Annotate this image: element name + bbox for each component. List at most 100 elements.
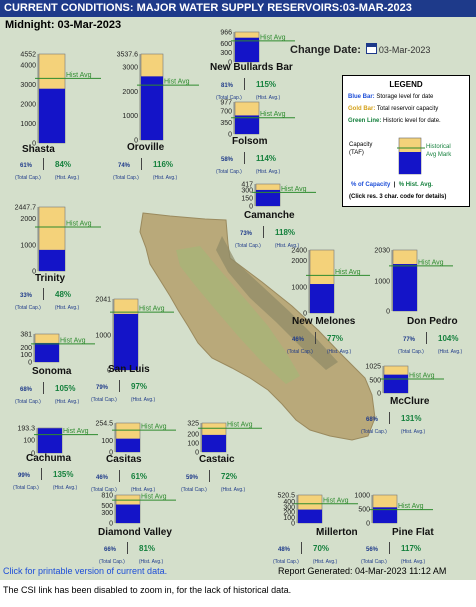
reservoir-don-pedro[interactable]: Hist Avg 2030 1000 0 [374,248,453,316]
hist-avg-label-mcclure: Hist Avg [409,372,435,379]
storage-bar-pine-flat [373,507,397,523]
reservoir-name-casitas[interactable]: Casitas [106,454,142,465]
reservoir-mcclure[interactable]: Hist Avg 1025 500 0 [365,364,444,398]
reservoir-name-trinity[interactable]: Trinity [35,273,66,284]
reservoir-name-new-bullards-bar[interactable]: New Bullards Bar [210,62,293,73]
reservoir-pine-flat[interactable]: Hist Avg 1000 500 0 [354,493,433,528]
storage-bar-diamond-valley [116,504,140,523]
hist-percent: 97% [131,382,148,391]
total-cap-caption: (Total Cap.) [216,169,242,175]
tick-label: 0 [195,450,199,457]
reservoir-shasta[interactable]: Hist Avg 4552 4000 3000 2000 1000 0 [20,52,101,148]
reservoir-name-sonoma[interactable]: Sonoma [32,366,72,377]
tick-label: 600 [220,41,232,48]
percent-row-don-pedro: 77% 104% [403,332,458,345]
storage-percent: 81% [221,83,234,89]
tick-label: 500 [358,507,370,514]
reservoir-name-castaic[interactable]: Castaic [199,454,235,465]
reservoir-castaic[interactable]: Hist Avg 325 200 100 0 [187,421,262,457]
printable-version-link[interactable]: Click for printable version of current d… [3,566,168,576]
reservoir-new-melones[interactable]: Hist Avg 2400 2000 1000 0 [291,248,370,318]
reservoir-casitas[interactable]: Hist Avg 254.5 100 0 [95,421,176,457]
hist-avg-label-shasta: Hist Avg [66,72,92,79]
reservoir-name-millerton[interactable]: Millerton [316,527,358,538]
hist-avg-caption: (Hist. Avg.) [52,485,78,491]
tick-label: 254.5 [95,421,113,428]
reservoir-san-luis[interactable]: Hist Avg 2041 1000 0 [95,297,174,375]
reservoir-folsom[interactable]: Hist Avg 977 700 350 0 [220,100,295,139]
total-cap-caption: (Total Cap.) [361,559,387,565]
central-valley [176,246,300,384]
change-date: Change Date: 03-Mar-2023 [290,43,430,56]
percent-captions-sonoma: (Total Cap.) (Hist. Avg.) [15,399,93,405]
total-cap-caption: (Total Cap.) [15,399,41,405]
calendar-icon[interactable] [365,43,377,54]
reservoir-name-folsom[interactable]: Folsom [232,136,268,147]
tick-label: 2000 [20,101,36,108]
percent-row-pine-flat: 56% 117% [366,542,421,555]
reservoir-name-diamond-valley[interactable]: Diamond Valley [98,527,172,538]
storage-percent: 46% [292,337,305,343]
reservoir-name-cachuma[interactable]: Cachuma [26,453,72,464]
tick-label: 300 [283,504,295,511]
storage-bar-camanche [256,189,280,206]
reservoir-name-new-melones[interactable]: New Melones [292,316,356,327]
legend-green-text: Historic level for date. [383,118,441,124]
hist-avg-caption: (Hist. Avg.) [152,175,178,181]
reservoir-new-bullards-bar[interactable]: Hist Avg 966 600 300 0 [220,30,295,67]
change-date-value[interactable]: 03-Mar-2023 [378,45,431,55]
hist-percent: 115% [256,80,277,89]
tick-label: 200 [20,345,32,352]
tick-label: 1000 [354,493,370,500]
percent-row-camanche: 73% 118% [240,226,295,239]
percent-row-diamond-valley: 66% 81% [104,542,155,555]
hist-percent: 70% [313,544,330,553]
reservoir-trinity[interactable]: Hist Avg 2447.7 2000 1000 0 [15,205,101,276]
percent-captions-casitas: (Total Cap.) (Hist. Avg.) [91,487,169,493]
percent-captions-cachuma: (Total Cap.) (Hist. Avg.) [13,485,91,491]
hist-avg-label-sonoma: Hist Avg [60,337,86,344]
storage-bar-shasta [39,88,65,143]
legend-click-note: (Click res. 3 char. code for details) [349,194,447,200]
percent-captions-new-bullards-bar: (Total Cap.) (Hist. Avg.) [216,95,294,101]
storage-percent: 56% [366,547,379,553]
reservoir-oroville[interactable]: Hist Avg 3537.6 3000 2000 1000 0 [117,52,199,145]
legend-sample-bar [397,137,425,175]
tick-label: 0 [291,521,295,528]
reservoir-name-oroville[interactable]: Oroville [127,142,165,153]
reservoir-name-shasta[interactable]: Shasta [22,144,55,155]
hist-percent: 135% [53,470,74,479]
percent-captions-new-melones: (Total Cap.) (Hist. Avg.) [287,349,365,355]
page-title: CURRENT CONDITIONS: MAJOR WATER SUPPLY R… [0,0,476,17]
reservoir-name-mcclure[interactable]: McClure [390,396,430,407]
total-cap-caption: (Total Cap.) [361,429,387,435]
storage-bar-trinity [39,249,65,271]
hist-percent: 61% [131,472,148,481]
storage-bar-sonoma [35,342,59,362]
sierra-range [216,236,338,370]
total-cap-caption: (Total Cap.) [15,305,41,311]
percent-captions-millerton: (Total Cap.) (Hist. Avg.) [273,559,351,565]
hist-percent: 48% [55,290,72,299]
reservoir-name-don-pedro[interactable]: Don Pedro [407,316,458,327]
hist-avg-caption: (Hist. Avg.) [326,349,352,355]
tick-label: 2447.7 [15,205,37,212]
storage-bar-don-pedro [393,264,417,311]
tick-label: 0 [28,360,32,367]
hist-avg-caption: (Hist. Avg.) [54,175,80,181]
reservoir-name-san-luis[interactable]: San Luis [108,364,150,375]
tick-label: 325 [187,421,199,428]
reservoir-name-camanche[interactable]: Camanche [244,210,295,221]
reservoir-cachuma[interactable]: Hist Avg 193.3 100 0 [17,426,98,458]
reservoir-name-pine-flat[interactable]: Pine Flat [392,527,434,538]
hist-avg-caption: (Hist. Avg.) [130,487,156,493]
hist-percent: 72% [221,472,238,481]
tick-label: 3000 [122,65,138,72]
legend-blue-text: Storage level for date [376,94,434,100]
hist-percent: 104% [438,334,459,343]
total-cap-caption: (Total Cap.) [113,175,139,181]
